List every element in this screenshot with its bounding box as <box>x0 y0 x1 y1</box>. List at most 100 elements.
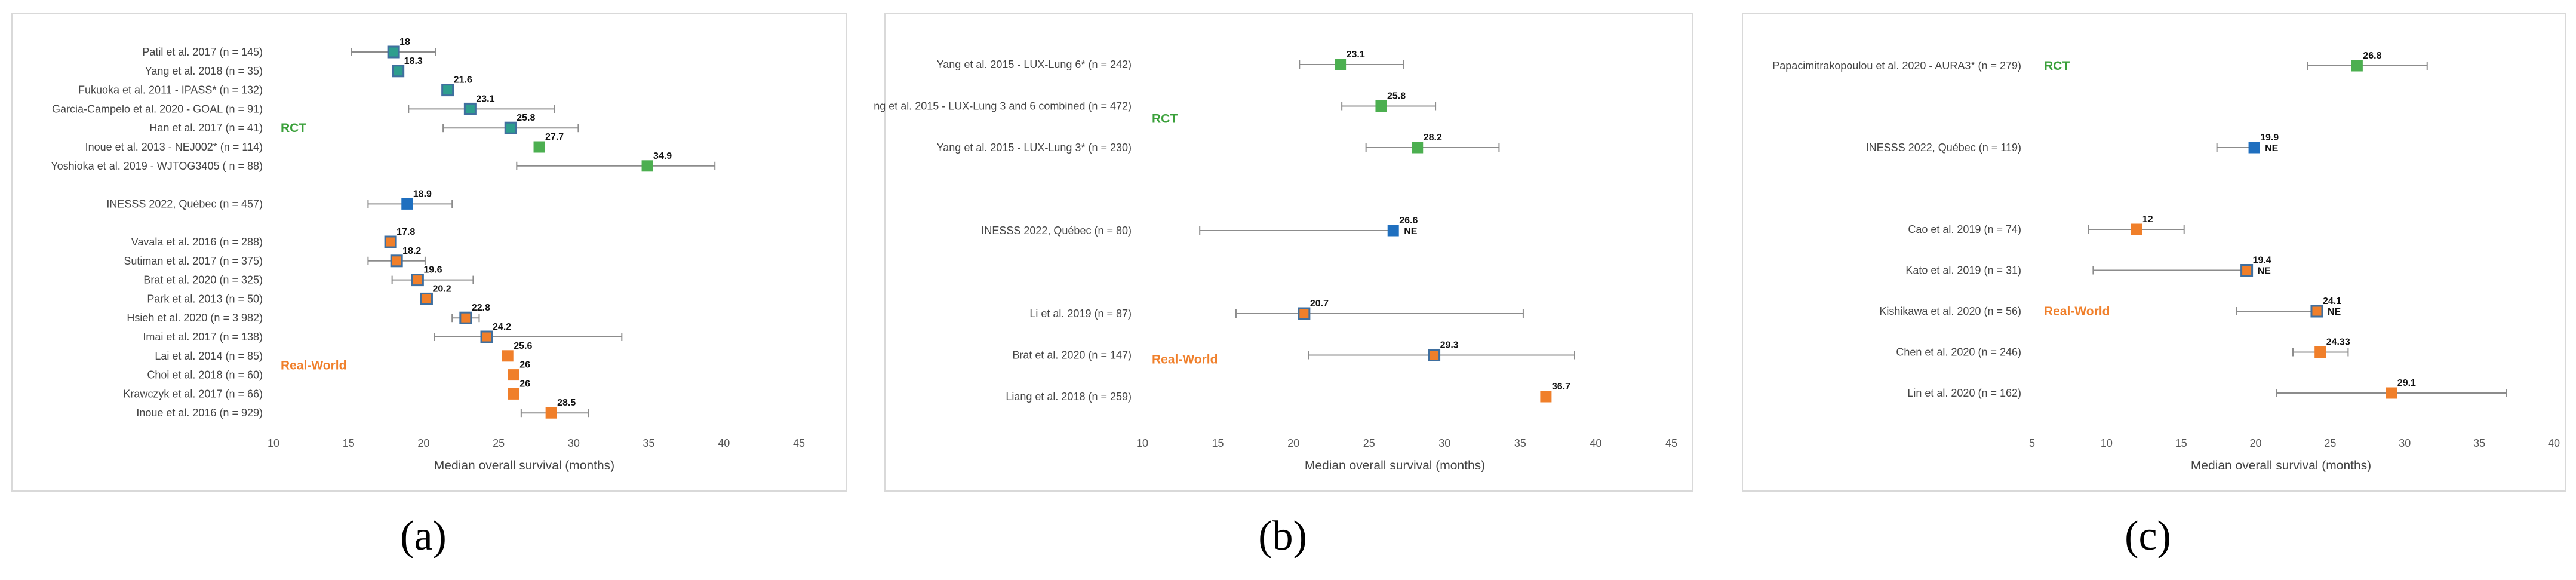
value-label: 24.33 <box>2326 337 2350 348</box>
value-label: 29.3 <box>1440 340 1459 351</box>
x-tick-label: 10 <box>1136 437 1148 449</box>
x-tick-label: 25 <box>1363 437 1375 449</box>
x-tick-label: 15 <box>343 437 355 449</box>
group-label: RCT <box>281 121 306 135</box>
point-estimate-marker <box>2131 223 2142 235</box>
value-label: 20.2 <box>432 284 451 294</box>
point-estimate-marker <box>401 198 413 210</box>
study-label: Garcia-Campelo et al. 2020 - GOAL (n = 9… <box>52 103 263 115</box>
group-label: Real-World <box>281 359 346 373</box>
x-tick-label: 40 <box>718 437 730 449</box>
study-label: Cao et al. 2019 (n = 74) <box>1908 223 2021 235</box>
x-tick-label: 15 <box>2175 437 2187 449</box>
point-estimate-marker <box>2240 264 2254 277</box>
x-tick-label: 20 <box>1287 437 1299 449</box>
value-label: 25.8 <box>1387 91 1406 102</box>
x-axis-title: Median overall survival (months) <box>434 459 614 472</box>
value-label: 25.6 <box>514 341 532 351</box>
point-estimate-marker <box>2386 387 2397 399</box>
study-label: Brat et al. 2020 (n = 147) <box>1012 349 1132 361</box>
value-label: 26 <box>519 360 530 370</box>
point-estimate-marker <box>1428 349 1441 361</box>
value-label: 19.6 <box>423 265 442 275</box>
point-estimate-marker <box>502 350 514 362</box>
x-tick-label: 25 <box>493 437 505 449</box>
x-tick-label: 5 <box>2029 437 2035 449</box>
panel-label: (b) <box>1258 513 1307 559</box>
point-estimate-marker <box>463 102 477 115</box>
value-label: 23.1 <box>476 94 494 104</box>
study-label: Yang et al. 2015 - LUX-Lung 3 and 6 comb… <box>874 100 1132 112</box>
x-tick-label: 30 <box>1438 437 1450 449</box>
x-tick-label: 10 <box>2101 437 2113 449</box>
x-tick-label: 45 <box>1665 437 1677 449</box>
point-estimate-marker <box>441 84 454 97</box>
value-label: 28.5 <box>557 398 576 408</box>
study-label: Vavala et al. 2016 (n = 288) <box>131 236 263 248</box>
value-label: 36.7 <box>1552 382 1570 392</box>
point-estimate-marker <box>641 160 653 172</box>
study-label: Fukuoka et al. 2011 - IPASS* (n = 132) <box>78 84 263 96</box>
study-label: Brat et al. 2020 (n = 325) <box>143 274 263 286</box>
point-estimate-marker <box>508 388 519 400</box>
study-label: Krawczyk et al. 2017 (n = 66) <box>123 388 263 400</box>
study-label: Inoue et al. 2013 - NEJ002* (n = 114) <box>85 141 263 153</box>
forest-panel-a: 10 15 20 25 30 35 40 45 Median overall survival … <box>0 0 859 580</box>
study-label: Patil et al. 2017 (n = 145) <box>142 46 263 58</box>
value-label: 26.6 <box>1399 216 1418 226</box>
study-label: Yang et al. 2015 - LUX-Lung 6* (n = 242) <box>937 59 1132 70</box>
value-label: 20.7 <box>1310 299 1329 309</box>
group-label: RCT <box>1152 112 1178 125</box>
x-tick-label: 20 <box>2250 437 2262 449</box>
study-label: Liang et al. 2018 (n = 259) <box>1006 391 1132 403</box>
study-label: INESSS 2022, Québec (n = 457) <box>106 198 263 210</box>
ne-note: NE <box>1404 226 1418 237</box>
point-estimate-marker <box>2310 305 2323 318</box>
x-axis-title: Median overall survival (months) <box>1305 459 1485 472</box>
study-label: Kato et al. 2019 (n = 31) <box>1905 265 2021 277</box>
point-estimate-marker <box>384 235 397 248</box>
forest-plot-svg: 5 10 15 20 25 30 35 40 Median overall survival (… <box>1742 13 2566 559</box>
study-label: Choi et al. 2018 (n = 60) <box>147 369 263 381</box>
study-label: Li et al. 2019 (n = 87) <box>1029 308 1132 320</box>
point-estimate-marker <box>1387 225 1399 237</box>
value-label: 26.8 <box>2363 51 2381 61</box>
value-label: 26 <box>519 379 530 389</box>
value-label: 22.8 <box>472 303 490 313</box>
value-label: 23.1 <box>1347 50 1365 60</box>
value-label: 27.7 <box>545 132 564 142</box>
study-label: Hsieh et al. 2020 (n = 3 982) <box>127 312 263 324</box>
point-estimate-marker <box>508 369 519 381</box>
value-label: 17.8 <box>396 227 415 237</box>
forest-panel-b: 10 15 20 25 30 35 40 45 Median overall survival … <box>874 0 1703 580</box>
x-axis-title: Median overall survival (months) <box>2191 459 2371 472</box>
point-estimate-marker <box>480 330 493 343</box>
point-estimate-marker <box>1335 59 1347 70</box>
point-estimate-marker <box>420 292 433 305</box>
value-label: 21.6 <box>454 75 472 85</box>
point-estimate-marker <box>411 274 424 287</box>
value-label: 25.8 <box>517 113 535 123</box>
study-label: Park et al. 2013 (n = 50) <box>147 293 263 305</box>
point-estimate-marker <box>2351 60 2363 72</box>
point-estimate-marker <box>545 407 557 419</box>
study-label: INESSS 2022, Québec (n = 80) <box>981 225 1132 237</box>
forest-plot-svg: 10 15 20 25 30 35 40 45 Median overall survival … <box>11 13 847 559</box>
value-label: 12 <box>2142 214 2153 225</box>
value-label: 28.2 <box>1424 133 1442 143</box>
x-tick-label: 25 <box>2324 437 2336 449</box>
study-label: Imai et al. 2017 (n = 138) <box>143 331 263 343</box>
value-label: 34.9 <box>653 151 672 161</box>
ne-note: NE <box>2258 266 2271 277</box>
value-label: 18.9 <box>413 189 432 199</box>
x-tick-label: 15 <box>1212 437 1224 449</box>
x-tick-label: 45 <box>793 437 805 449</box>
plot-frame <box>884 13 1693 492</box>
group-label: Real-World <box>2044 305 2110 318</box>
x-tick-label: 30 <box>2399 437 2411 449</box>
study-label: INESSS 2022, Québec (n = 119) <box>1866 142 2021 154</box>
study-label: Yoshioka et al. 2019 - WJTOG3405 ( n = 8… <box>51 160 263 172</box>
study-label: Chen et al. 2020 (n = 246) <box>1896 346 2021 358</box>
value-label: 18.2 <box>402 246 421 256</box>
ne-note: NE <box>2265 143 2279 154</box>
